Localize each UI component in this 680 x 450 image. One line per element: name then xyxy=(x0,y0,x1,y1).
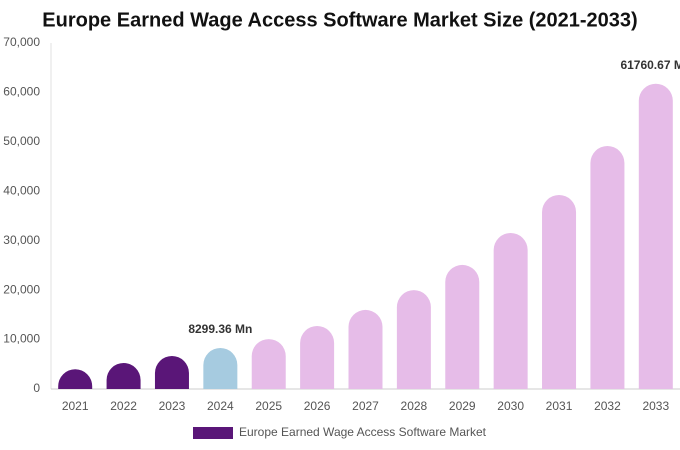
x-tick-label: 2029 xyxy=(449,399,476,413)
x-tick-label: 2033 xyxy=(642,399,669,413)
x-tick-label: 2028 xyxy=(401,399,428,413)
data-label: 8299.36 Mn xyxy=(188,322,252,336)
bar xyxy=(58,369,93,389)
data-label: 61760.67 Mn xyxy=(620,58,680,72)
bar xyxy=(251,339,286,389)
x-tick-label: 2031 xyxy=(546,399,573,413)
x-tick-label: 2024 xyxy=(207,399,234,413)
y-tick-label: 40,000 xyxy=(3,183,40,197)
bar xyxy=(154,355,189,389)
y-tick-label: 0 xyxy=(33,381,40,395)
legend-label: Europe Earned Wage Access Software Marke… xyxy=(239,425,487,439)
y-tick-label: 30,000 xyxy=(3,233,40,247)
x-tick-label: 2026 xyxy=(304,399,331,413)
x-tick-label: 2022 xyxy=(110,399,137,413)
x-tick-label: 2025 xyxy=(255,399,282,413)
bar xyxy=(203,347,238,389)
x-tick-label: 2021 xyxy=(62,399,89,413)
y-tick-label: 60,000 xyxy=(3,85,40,99)
y-tick-label: 20,000 xyxy=(3,282,40,296)
bar xyxy=(396,290,431,389)
x-tick-label: 2030 xyxy=(497,399,524,413)
y-tick-label: 10,000 xyxy=(3,332,40,346)
bar xyxy=(542,194,577,389)
bar xyxy=(493,233,528,389)
bar xyxy=(590,146,625,389)
bar xyxy=(300,325,335,389)
x-tick-label: 2027 xyxy=(352,399,379,413)
y-tick-label: 50,000 xyxy=(3,134,40,148)
bar xyxy=(106,363,141,389)
bar xyxy=(348,309,383,389)
legend-swatch xyxy=(193,427,233,439)
bar xyxy=(445,264,480,389)
bar xyxy=(638,83,673,389)
x-tick-label: 2023 xyxy=(159,399,186,413)
y-tick-label: 70,000 xyxy=(3,35,40,49)
chart-title: Europe Earned Wage Access Software Marke… xyxy=(42,9,637,31)
x-tick-label: 2032 xyxy=(594,399,621,413)
